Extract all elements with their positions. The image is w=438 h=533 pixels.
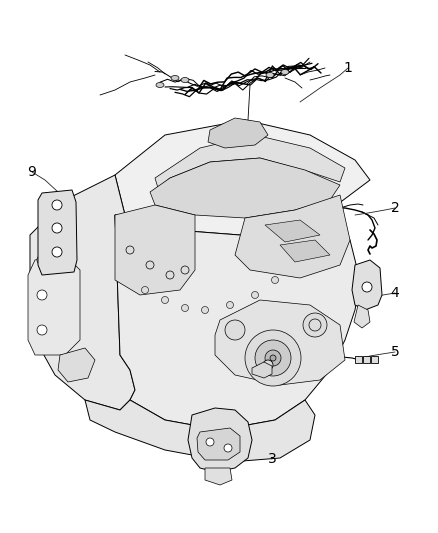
Circle shape: [224, 444, 232, 452]
Bar: [371, 356, 378, 363]
Text: 4: 4: [391, 286, 399, 300]
Circle shape: [37, 325, 47, 335]
Circle shape: [181, 304, 188, 311]
Polygon shape: [150, 158, 340, 218]
Circle shape: [309, 319, 321, 331]
Circle shape: [37, 255, 47, 265]
Polygon shape: [280, 240, 330, 262]
Circle shape: [52, 200, 62, 210]
Circle shape: [251, 292, 258, 298]
Bar: [355, 356, 362, 363]
Circle shape: [245, 330, 301, 386]
Polygon shape: [115, 120, 370, 235]
Ellipse shape: [171, 76, 179, 80]
Ellipse shape: [156, 83, 164, 87]
Ellipse shape: [181, 77, 189, 83]
Polygon shape: [352, 260, 382, 310]
Ellipse shape: [281, 69, 289, 75]
Circle shape: [303, 313, 327, 337]
Text: 9: 9: [28, 165, 36, 179]
Ellipse shape: [266, 72, 274, 77]
Text: 3: 3: [268, 452, 276, 466]
Polygon shape: [115, 215, 360, 430]
Polygon shape: [197, 428, 240, 460]
Polygon shape: [215, 300, 345, 385]
Circle shape: [37, 290, 47, 300]
Polygon shape: [58, 348, 95, 382]
Polygon shape: [115, 205, 195, 295]
Circle shape: [52, 247, 62, 257]
Polygon shape: [265, 220, 320, 242]
Polygon shape: [30, 175, 135, 410]
Circle shape: [270, 355, 276, 361]
Polygon shape: [28, 255, 80, 355]
Text: 5: 5: [391, 345, 399, 359]
Circle shape: [52, 223, 62, 233]
Polygon shape: [235, 195, 350, 278]
Circle shape: [362, 282, 372, 292]
Circle shape: [265, 350, 281, 366]
Circle shape: [225, 320, 245, 340]
Polygon shape: [205, 468, 232, 485]
Circle shape: [226, 302, 233, 309]
Circle shape: [255, 340, 291, 376]
Circle shape: [141, 287, 148, 294]
Polygon shape: [85, 400, 315, 462]
Circle shape: [263, 360, 273, 370]
Polygon shape: [38, 190, 77, 275]
Polygon shape: [188, 408, 252, 472]
Polygon shape: [155, 135, 345, 188]
Circle shape: [272, 277, 279, 284]
Circle shape: [206, 438, 214, 446]
Polygon shape: [208, 118, 268, 148]
Circle shape: [162, 296, 169, 303]
Text: 1: 1: [343, 61, 353, 75]
Bar: [363, 356, 370, 363]
Text: 2: 2: [391, 201, 399, 215]
Polygon shape: [252, 362, 272, 378]
Circle shape: [201, 306, 208, 313]
Polygon shape: [354, 305, 370, 328]
